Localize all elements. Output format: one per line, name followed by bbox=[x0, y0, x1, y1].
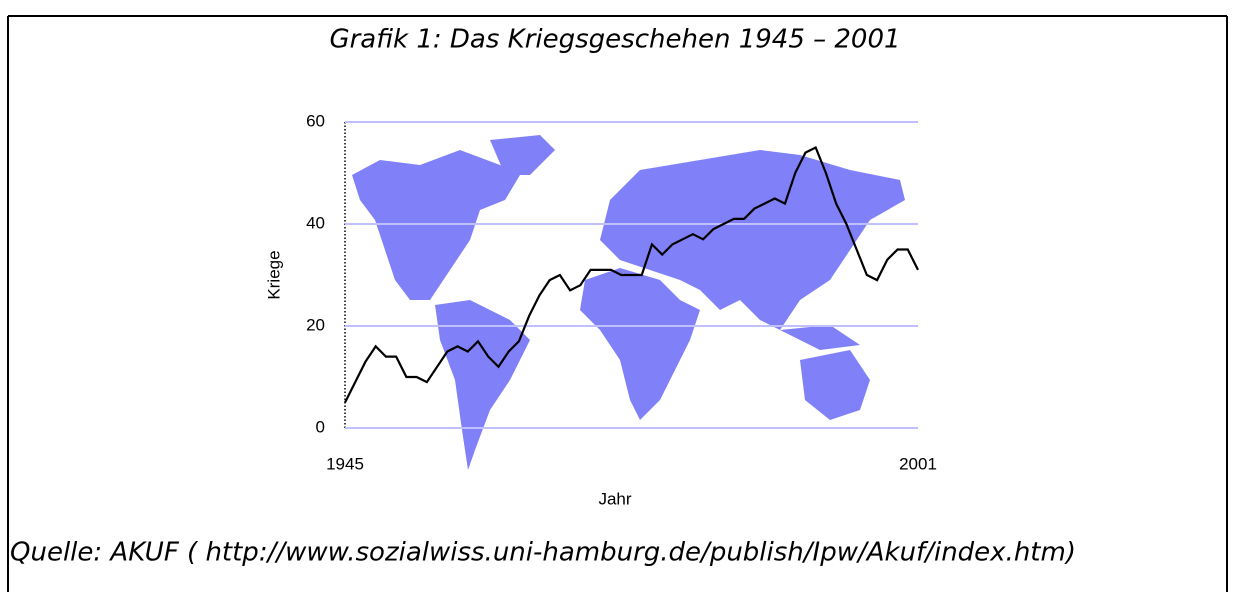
world-map bbox=[352, 135, 905, 470]
greenland bbox=[490, 135, 555, 175]
x-tick-label: 1945 bbox=[326, 454, 364, 473]
x-tick-label: 2001 bbox=[899, 454, 937, 473]
x-axis-label: Jahr bbox=[598, 489, 631, 508]
y-tick-label: 20 bbox=[306, 315, 325, 334]
indonesia bbox=[780, 325, 860, 350]
australia bbox=[800, 350, 870, 420]
y-tick-label: 0 bbox=[316, 417, 325, 436]
eurasia bbox=[600, 150, 905, 330]
chart-title: Grafik 1: Das Kriegsgeschehen 1945 – 200… bbox=[329, 25, 900, 55]
y-tick-label: 60 bbox=[306, 111, 325, 130]
y-axis-label: Kriege bbox=[264, 250, 283, 299]
line bbox=[344, 145, 919, 403]
y-tick-label: 40 bbox=[306, 213, 325, 232]
source: Quelle: AKUF ( http://www.sozialwiss.uni… bbox=[10, 538, 1076, 568]
south-america bbox=[435, 300, 530, 470]
africa bbox=[580, 268, 700, 420]
